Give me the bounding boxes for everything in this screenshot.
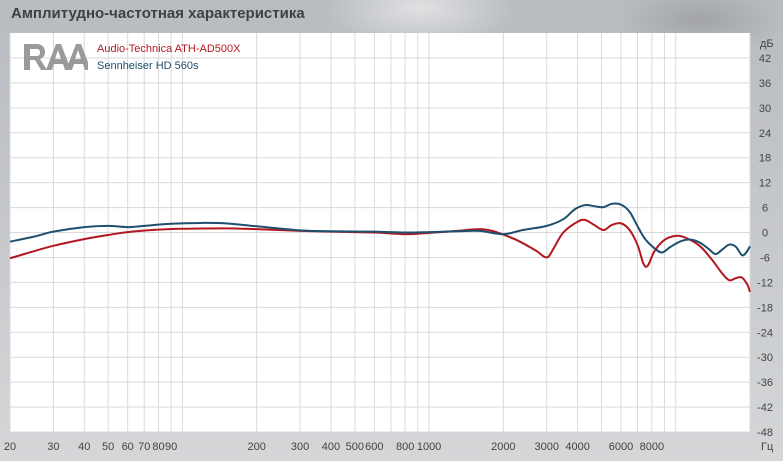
x-tick-label: 60 [122,441,134,453]
x-tick-label: 400 [322,441,340,453]
y-tick-label: -6 [760,252,770,264]
x-tick-label: 90 [165,441,177,453]
y-tick-label: -30 [757,352,773,364]
y-tick-label: -24 [757,327,773,339]
y-tick-label: 0 [762,228,768,240]
x-tick-label: 6000 [609,441,633,453]
series-lines [9,202,751,293]
x-tick-label: 80 [152,441,164,453]
y-tick-label: -36 [757,377,773,389]
legend: Audio-Technica ATH-AD500X Sennheiser HD … [97,41,240,75]
x-tick-label: 8000 [640,441,664,453]
x-tick-label: 600 [365,441,383,453]
x-tick-label: 50 [102,441,114,453]
x-tick-label: 4000 [565,441,589,453]
y-tick-label: 36 [759,78,771,90]
y-axis-unit: дБ [760,38,774,50]
x-tick-label: 500 [346,441,364,453]
x-tick-label: 70 [138,441,150,453]
x-tick-label: 20 [4,441,16,453]
legend-item-series2: Sennheiser HD 560s [97,60,199,72]
y-tick-label: -18 [757,302,773,314]
grid-lines [9,33,751,433]
series-line-1 [9,218,751,293]
x-axis-unit: Гц [761,441,774,453]
raa-logo [22,42,91,77]
y-tick-label: -42 [757,402,773,414]
y-tick-label: 18 [759,153,771,165]
x-tick-label: 1000 [417,441,441,453]
x-tick-label: 200 [247,441,265,453]
x-axis-ticks: 20 30 40 50 60 70 80 90 200 300 400 500 600 800 1000 20… [4,441,664,453]
y-axis-ticks: 42 36 30 24 18 12 6 0 -6 -12 -18 -24 -30 -36 -42 -48 [757,53,773,439]
chart-title: Амплитудно-частотная характеристика [11,5,305,22]
x-tick-label: 40 [78,441,90,453]
y-tick-label: 12 [759,178,771,190]
x-tick-label: 30 [47,441,59,453]
y-tick-label: 24 [759,128,771,140]
y-tick-label: 42 [759,53,771,65]
x-tick-label: 2000 [491,441,515,453]
y-tick-label: -48 [757,427,773,439]
x-tick-label: 800 [396,441,414,453]
series-line-2 [9,202,751,257]
y-tick-label: 6 [762,203,768,215]
x-tick-label: 300 [291,441,309,453]
legend-item-series1: Audio-Technica ATH-AD500X [97,43,241,55]
y-tick-label: 30 [759,103,771,115]
x-tick-label: 3000 [535,441,559,453]
y-tick-label: -12 [757,277,773,289]
